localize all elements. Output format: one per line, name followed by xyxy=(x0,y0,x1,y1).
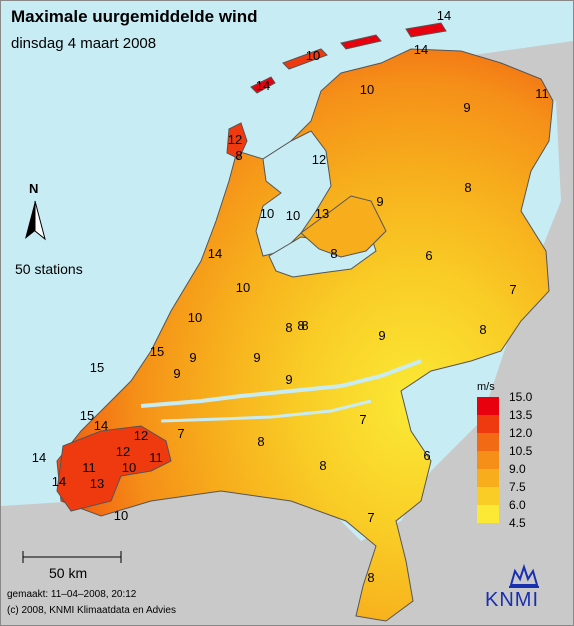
knmi-crown-icon xyxy=(509,563,539,588)
station-value: 9 xyxy=(253,350,260,365)
vlieland-island xyxy=(250,76,276,94)
station-value: 12 xyxy=(116,444,130,459)
station-value: 15 xyxy=(80,408,94,423)
germany-land xyxy=(301,41,573,625)
station-value: 13 xyxy=(315,206,329,221)
legend-swatch xyxy=(477,487,499,505)
station-value: 6 xyxy=(423,448,430,463)
flevoland-land xyxy=(300,195,387,258)
station-value: 10 xyxy=(306,48,320,63)
river-waal xyxy=(140,359,422,408)
legend-tick-label: 15.0 xyxy=(509,390,533,404)
made-label: gemaakt: 11–04–2008, 20:12 xyxy=(7,589,137,600)
legend-tick-label: 9.0 xyxy=(509,462,526,476)
map-subtitle: dinsdag 4 maart 2008 xyxy=(11,35,157,52)
station-value: 10 xyxy=(114,508,128,523)
station-value: 14 xyxy=(94,418,108,433)
station-value: 11 xyxy=(149,450,163,465)
station-value: 14 xyxy=(414,42,428,57)
station-value: 9 xyxy=(173,366,180,381)
legend-unit: m/s xyxy=(477,381,495,393)
station-value: 9 xyxy=(378,328,385,343)
station-value: 10 xyxy=(260,206,274,221)
station-value: 8 xyxy=(235,148,242,163)
station-value: 10 xyxy=(360,82,374,97)
station-value: 8 xyxy=(297,318,304,333)
station-value: 10 xyxy=(236,280,250,295)
scale-label: 50 km xyxy=(49,565,88,581)
station-value: 8 xyxy=(319,458,326,473)
station-value: 12 xyxy=(228,132,242,147)
station-value: 15 xyxy=(150,344,164,359)
north-arrow-icon xyxy=(25,200,46,241)
station-value: 10 xyxy=(188,310,202,325)
legend-tick-label: 13.5 xyxy=(509,408,533,422)
station-value: 8 xyxy=(285,320,292,335)
station-value: 7 xyxy=(509,282,516,297)
legend-swatch xyxy=(477,451,499,469)
station-value: 6 xyxy=(425,248,432,263)
station-value: 8 xyxy=(330,246,337,261)
scale-bar xyxy=(22,551,122,563)
station-value: 10 xyxy=(286,208,300,223)
station-value: 9 xyxy=(463,100,470,115)
zeeland-land xyxy=(56,425,172,512)
ameland-island xyxy=(340,34,382,50)
station-value: 11 xyxy=(535,86,549,101)
station-value: 14 xyxy=(52,474,66,489)
netherlands-land xyxy=(56,48,554,622)
station-value: 9 xyxy=(189,350,196,365)
station-count: 50 stations xyxy=(15,261,83,277)
station-value: 7 xyxy=(367,510,374,525)
legend-tick-label: 4.5 xyxy=(509,516,526,530)
map-title: Maximale uurgemiddelde wind xyxy=(11,7,258,26)
station-value: 9 xyxy=(376,194,383,209)
station-value: 7 xyxy=(177,426,184,441)
schiermonnikoog-island xyxy=(405,22,447,38)
legend-swatch xyxy=(477,505,499,523)
legend-swatch xyxy=(477,415,499,433)
legend-swatch xyxy=(477,469,499,487)
legend-tick-label: 10.5 xyxy=(509,444,533,458)
station-value: 8 xyxy=(257,434,264,449)
legend-tick-label: 7.5 xyxy=(509,480,526,494)
north-label: N xyxy=(29,181,39,196)
station-value: 14 xyxy=(437,8,451,23)
station-value: 8 xyxy=(464,180,471,195)
knmi-logo-text: KNMI xyxy=(485,589,539,611)
station-value: 14 xyxy=(256,78,270,93)
legend-tick-label: 12.0 xyxy=(509,426,533,440)
station-value: 8 xyxy=(301,318,308,333)
station-value: 15 xyxy=(90,360,104,375)
station-value: 11 xyxy=(82,460,96,475)
station-value: 13 xyxy=(90,476,104,491)
station-value: 10 xyxy=(122,460,136,475)
legend-swatch xyxy=(477,433,499,451)
legend-swatch xyxy=(477,397,499,415)
station-value: 12 xyxy=(134,428,148,443)
river-maas xyxy=(160,399,372,423)
copyright-label: (c) 2008, KNMI Klimaatdata en Advies xyxy=(7,605,176,616)
texel-island xyxy=(226,122,248,160)
legend-tick-label: 6.0 xyxy=(509,498,526,512)
station-value: 8 xyxy=(367,570,374,585)
station-value: 14 xyxy=(32,450,46,465)
station-value: 7 xyxy=(359,412,366,427)
station-value: 8 xyxy=(479,322,486,337)
station-value: 12 xyxy=(312,152,326,167)
terschelling-island xyxy=(282,48,328,70)
station-value: 14 xyxy=(208,246,222,261)
station-value: 9 xyxy=(285,372,292,387)
